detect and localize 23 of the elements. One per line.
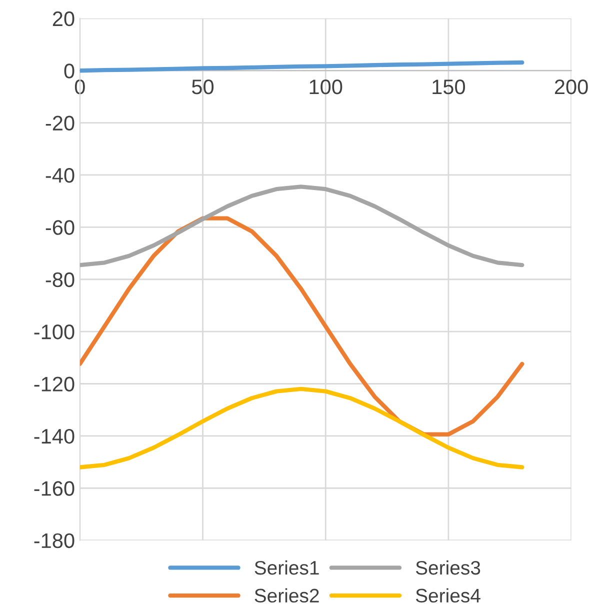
y-tick-label: -80 [46,272,74,288]
y-tick-label: -120 [34,376,74,392]
legend-label: Series1 [254,560,319,575]
line-series [80,184,524,268]
x-tick-label: 50 [192,79,214,94]
legend-label: Series2 [254,588,319,603]
legend-label: Series4 [416,588,480,603]
y-tick-label: -100 [34,324,74,340]
y-tick-label: -180 [34,533,74,548]
x-tick-label: 0 [74,79,85,94]
x-tick-label: 150 [432,79,466,94]
y-tick-label: 20 [52,11,74,26]
y-tick-label: -140 [34,428,74,444]
line-series [80,60,524,73]
legend-label: Series3 [416,560,480,575]
y-tick-label: 0 [64,64,74,78]
x-tick-label: 200 [554,79,588,94]
line-series [80,386,524,470]
x-tick-label: 100 [310,79,342,94]
y-tick-label: -20 [46,116,74,131]
y-tick-label: -160 [34,481,74,496]
y-tick-label: -40 [46,168,74,183]
y-tick-label: -60 [46,220,74,235]
